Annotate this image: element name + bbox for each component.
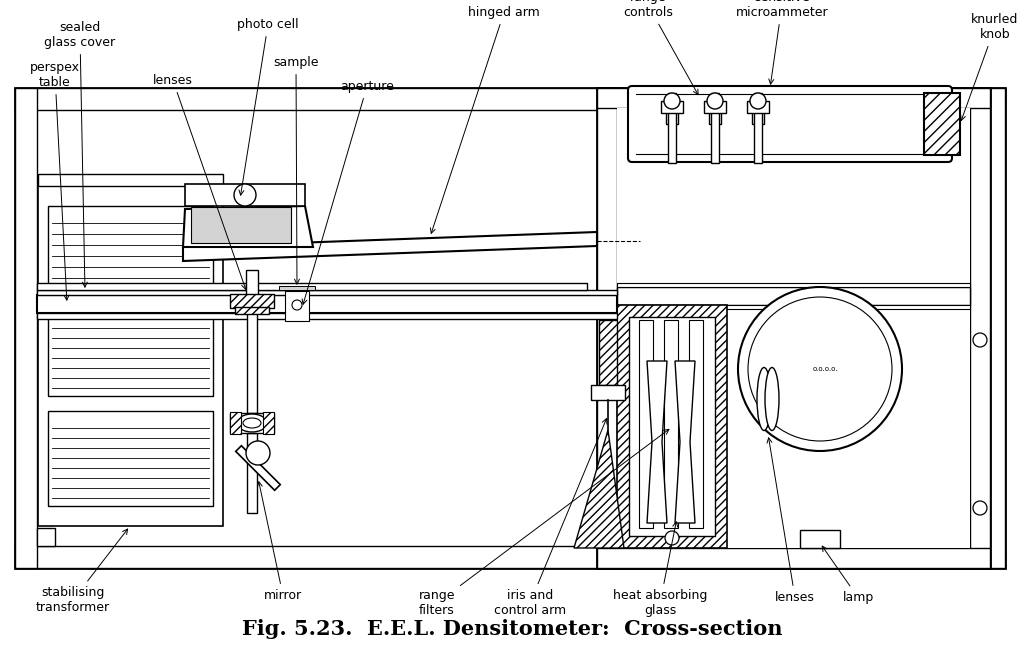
Circle shape [750, 93, 766, 109]
Bar [668, 93, 676, 163]
Circle shape [748, 297, 892, 441]
Bar [37, 290, 617, 295]
Polygon shape [236, 445, 281, 490]
Text: sealed
glass cover: sealed glass cover [44, 21, 116, 287]
Ellipse shape [243, 418, 261, 428]
Ellipse shape [757, 368, 771, 430]
Bar [746, 101, 769, 113]
Bar [230, 413, 274, 433]
Bar [230, 412, 241, 434]
Text: range
filters: range filters [419, 429, 669, 617]
Bar [664, 320, 678, 528]
Bar [711, 93, 719, 163]
Bar [752, 108, 764, 124]
Bar [285, 291, 309, 321]
Text: photo cell: photo cell [238, 18, 299, 195]
Circle shape [234, 184, 256, 206]
Bar [689, 320, 703, 528]
Bar [37, 528, 55, 546]
Text: sample: sample [273, 56, 318, 284]
Bar [970, 88, 990, 568]
Bar [37, 313, 617, 319]
Bar [15, 546, 1005, 568]
Bar [597, 88, 617, 568]
Text: stabilising
transformer: stabilising transformer [36, 529, 128, 614]
Text: lenses: lenses [153, 74, 247, 289]
Bar [48, 301, 213, 396]
Bar [709, 108, 721, 124]
Bar [15, 88, 1005, 568]
Bar [48, 411, 213, 506]
Text: aperture: aperture [302, 80, 394, 304]
Circle shape [664, 93, 680, 109]
Circle shape [973, 333, 987, 347]
Bar [629, 317, 715, 536]
Text: Fig. 5.23.  E.E.L. Densitometer:  Cross-section: Fig. 5.23. E.E.L. Densitometer: Cross-se… [242, 619, 782, 639]
Bar [639, 320, 653, 528]
Bar [630, 88, 950, 160]
Polygon shape [183, 232, 597, 261]
Bar [617, 305, 727, 548]
Circle shape [292, 300, 302, 310]
Polygon shape [647, 361, 667, 523]
Bar [597, 548, 990, 568]
Bar [754, 93, 762, 163]
Text: iris and
control arm: iris and control arm [494, 418, 607, 617]
Polygon shape [675, 361, 695, 523]
Bar [38, 186, 223, 526]
Circle shape [973, 501, 987, 515]
Text: perspex
table: perspex table [30, 61, 80, 300]
Bar [37, 295, 617, 313]
Text: knurled
knob: knurled knob [961, 13, 1019, 121]
Bar [662, 101, 683, 113]
Bar [983, 88, 1005, 568]
Bar [636, 94, 944, 154]
Bar [15, 88, 37, 568]
Bar [752, 359, 784, 439]
Bar [247, 308, 257, 413]
Text: sensitive
microammeter: sensitive microammeter [735, 0, 828, 84]
Bar [37, 283, 587, 290]
Ellipse shape [237, 414, 267, 432]
Bar [246, 270, 258, 295]
Bar [597, 88, 990, 108]
Polygon shape [183, 206, 313, 247]
Bar [617, 283, 970, 287]
Text: range
controls: range controls [623, 0, 698, 95]
Bar [617, 287, 970, 305]
Circle shape [738, 287, 902, 451]
Ellipse shape [765, 368, 779, 430]
Bar [38, 174, 223, 186]
Text: heat absorbing
glass: heat absorbing glass [612, 522, 708, 617]
Bar [617, 108, 970, 548]
Bar [599, 320, 617, 385]
Circle shape [246, 441, 270, 465]
Bar [666, 108, 678, 124]
Bar [263, 412, 274, 434]
Bar [705, 101, 726, 113]
Bar [191, 207, 291, 243]
Circle shape [665, 531, 679, 545]
Circle shape [707, 93, 723, 109]
Bar [15, 88, 1005, 110]
Bar [800, 530, 840, 548]
Bar [247, 433, 257, 513]
Bar [597, 88, 990, 568]
Bar [591, 385, 625, 400]
Text: lamp: lamp [822, 546, 873, 604]
FancyBboxPatch shape [628, 86, 952, 162]
Text: o.o.o.o.: o.o.o.o. [812, 366, 838, 372]
Bar [185, 184, 305, 206]
Polygon shape [574, 430, 624, 548]
Text: hinged arm: hinged arm [430, 6, 540, 233]
Bar [230, 294, 274, 308]
Bar [924, 93, 961, 155]
Bar [48, 206, 213, 286]
Bar [617, 305, 970, 309]
Text: lenses: lenses [767, 438, 815, 604]
Bar [234, 307, 269, 314]
Text: mirror: mirror [257, 482, 302, 602]
Bar [279, 286, 315, 290]
